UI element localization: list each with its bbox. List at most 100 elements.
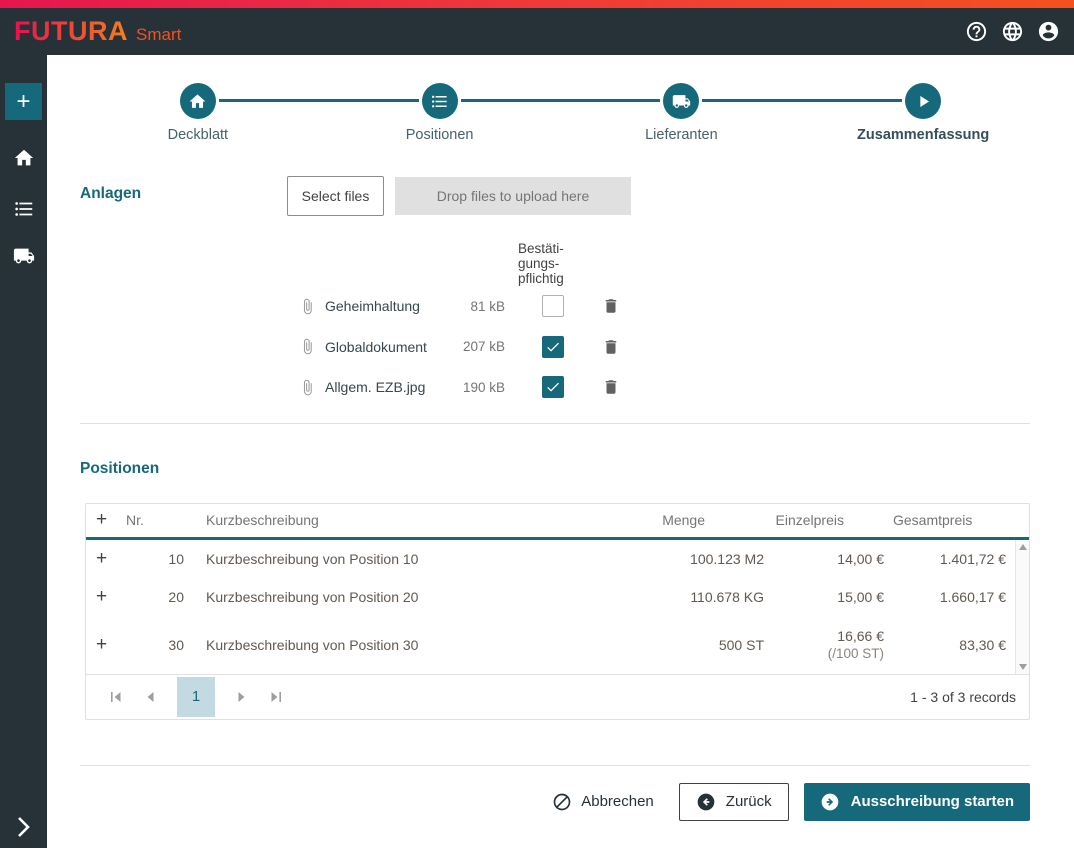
cell-gesamtpreis: 1.660,17 € <box>939 588 1006 605</box>
column-header-menge[interactable]: Menge <box>662 512 705 528</box>
step-zusammenfassung[interactable]: Zusammenfassung <box>702 83 1044 143</box>
pager-prev-button[interactable] <box>144 691 156 703</box>
next-page-icon <box>238 691 245 702</box>
step-deckblatt-circle <box>179 83 216 119</box>
list-icon <box>432 95 447 107</box>
section-divider <box>80 764 1030 766</box>
cancel-button-label: Abbrechen <box>581 793 654 810</box>
step-zusammenfassung-circle <box>905 83 942 119</box>
play-icon <box>919 95 929 107</box>
confirm-required-checkbox[interactable] <box>542 295 564 318</box>
section-divider <box>80 422 1030 424</box>
sidebar-item-home[interactable] <box>0 147 47 169</box>
step-deckblatt[interactable]: Deckblatt <box>77 83 319 143</box>
truck-icon <box>13 248 34 264</box>
step-positionen[interactable]: Positionen <box>218 83 561 143</box>
scroll-up-icon[interactable] <box>1018 543 1027 550</box>
arrow-circle-right-icon <box>821 793 838 810</box>
header-icon-group <box>965 20 1060 43</box>
step-lieferanten[interactable]: Lieferanten <box>460 83 803 143</box>
trash-icon <box>605 380 617 394</box>
cell-menge: 110.678 KG <box>690 588 764 605</box>
cell-gesamtpreis: 83,30 € <box>959 636 1006 653</box>
sidebar: + <box>0 55 47 848</box>
delete-attachment-button[interactable] <box>602 377 620 397</box>
paperclip-icon <box>299 379 325 396</box>
cell-nr: 20 <box>168 588 184 605</box>
wizard-stepper: Deckblatt Positionen Lieferanten Zusamme… <box>47 55 1074 143</box>
user-icon[interactable] <box>1037 20 1060 43</box>
table-pager: 1 1 - 3 of 3 records <box>86 673 1029 719</box>
cell-nr: 30 <box>168 636 184 653</box>
step-label: Deckblatt <box>167 127 229 143</box>
positionen-section-title: Positionen <box>80 459 160 477</box>
attachment-size: 207 kB <box>462 339 505 355</box>
last-page-icon <box>271 691 281 702</box>
select-files-button[interactable]: Select files <box>287 176 384 216</box>
footer-action-bar: Abbrechen Zurück Ausschreibung starten <box>47 782 1074 821</box>
price-unit-note: (/100 ST) <box>827 646 884 661</box>
expand-row-icon[interactable]: + <box>96 633 108 655</box>
step-label: Positionen <box>405 127 474 143</box>
expand-row-icon[interactable]: + <box>96 547 108 569</box>
sidebar-item-positions[interactable] <box>0 198 47 220</box>
trash-icon <box>605 299 617 313</box>
table-row[interactable]: + 10 Kurzbeschreibung von Position 10 10… <box>86 540 1029 578</box>
anlagen-section-title: Anlagen <box>80 185 142 202</box>
delete-attachment-button[interactable] <box>602 337 620 357</box>
sidebar-new-button[interactable]: + <box>5 83 42 120</box>
chevron-right-icon <box>18 817 30 837</box>
prev-page-icon <box>147 691 154 702</box>
start-tender-button[interactable]: Ausschreibung starten <box>803 782 1030 821</box>
expand-all-icon[interactable]: + <box>96 509 108 530</box>
help-icon[interactable] <box>965 20 988 43</box>
scroll-down-icon[interactable] <box>1018 663 1027 670</box>
pager-next-button[interactable] <box>236 691 248 703</box>
step-label: Lieferanten <box>645 127 718 143</box>
pager-last-button[interactable] <box>270 691 282 703</box>
globe-icon[interactable] <box>1001 20 1024 43</box>
pager-records-info: 1 - 3 of 3 records <box>910 688 1016 705</box>
positions-table: + Nr. Kurzbeschreibung Menge Einzelpreis… <box>85 502 1030 720</box>
cell-kurzbeschreibung: Kurzbeschreibung von Position 30 <box>206 636 419 653</box>
sidebar-item-suppliers[interactable] <box>0 245 47 267</box>
table-row[interactable]: + 20 Kurzbeschreibung von Position 20 11… <box>86 578 1029 616</box>
truck-icon <box>672 94 691 108</box>
pager-first-button[interactable] <box>110 691 122 703</box>
column-header-kurzbeschreibung[interactable]: Kurzbeschreibung <box>206 512 319 528</box>
expand-row-icon[interactable]: + <box>96 585 108 607</box>
check-icon <box>547 342 559 352</box>
delete-attachment-button[interactable] <box>602 296 620 316</box>
attachment-name: Globaldokument <box>325 338 427 355</box>
column-header-einzelpreis[interactable]: Einzelpreis <box>775 512 844 528</box>
attachment-size: 81 kB <box>470 298 505 314</box>
table-row[interactable]: + 30 Kurzbeschreibung von Position 30 50… <box>86 616 1029 674</box>
sidebar-expand-toggle[interactable] <box>11 814 35 840</box>
cancel-button[interactable]: Abbrechen <box>552 792 654 812</box>
pager-page-1[interactable]: 1 <box>177 676 215 717</box>
step-positionen-circle <box>421 83 458 119</box>
attachment-name: Allgem. EZB.jpg <box>325 379 426 396</box>
main-content: Deckblatt Positionen Lieferanten Zusamme… <box>47 55 1074 848</box>
file-dropzone[interactable]: Drop files to upload here <box>395 177 631 215</box>
confirm-required-checkbox[interactable] <box>542 376 564 399</box>
confirm-required-column-header: Bestäti- gungs- pflichtig <box>518 241 564 286</box>
table-scrollbar[interactable] <box>1015 539 1029 674</box>
attachment-row: Globaldokument 207 kB <box>299 327 1074 368</box>
back-button[interactable]: Zurück <box>678 782 789 821</box>
check-icon <box>547 382 559 392</box>
start-tender-button-label: Ausschreibung starten <box>850 793 1014 810</box>
first-page-icon <box>111 691 121 702</box>
cell-einzelpreis: 15,00 € <box>837 588 884 605</box>
attachment-row: Geheimhaltung 81 kB <box>299 286 1074 327</box>
attachment-name: Geheimhaltung <box>325 298 420 315</box>
column-header-gesamtpreis[interactable]: Gesamtpreis <box>893 512 973 528</box>
paperclip-icon <box>299 298 325 315</box>
home-icon <box>189 93 206 108</box>
list-icon <box>14 202 32 216</box>
app-logo: FUTURA Smart <box>14 16 181 47</box>
brand-gradient-strip <box>0 0 1074 8</box>
block-icon <box>553 793 571 810</box>
confirm-required-checkbox[interactable] <box>542 335 564 358</box>
column-header-nr[interactable]: Nr. <box>126 512 144 528</box>
